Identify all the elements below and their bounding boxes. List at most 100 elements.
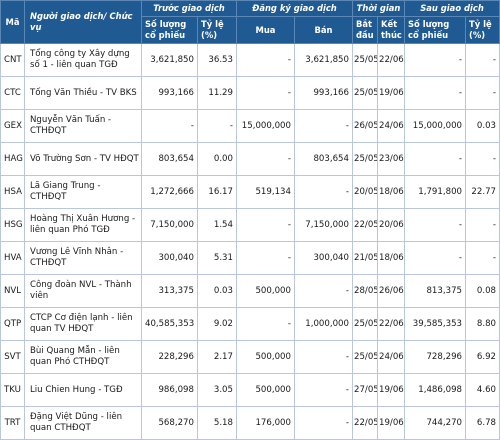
table-header: Mã Người giao dịch/ Chức vụ Trước giao d…	[0, 0, 500, 44]
header-before-qty: Số lượng cổ phiếu	[141, 16, 198, 44]
sell-qty-cell: -	[294, 175, 353, 209]
table-row: GEX Nguyễn Văn Tuấn - CTHĐQT - -15,000,000-…	[0, 109, 500, 143]
stock-code-cell: HSA	[0, 175, 25, 209]
person-cell: Hoàng Thị Xuân Hương - liên quan Phó TGĐ	[24, 208, 142, 242]
before-pct-cell: 0.03	[197, 274, 237, 308]
header-after-qty: Số lượng cổ phiếu	[404, 16, 467, 44]
before-qty-cell: 300,040	[141, 241, 198, 275]
table-row: QTP CTCP Cơ điện lạnh - liên quan TV HĐQT…	[0, 307, 500, 341]
start-date-cell: 21/05	[352, 241, 378, 275]
before-pct-cell: 16.17	[197, 175, 237, 209]
after-pct-cell: 8.80	[465, 307, 500, 341]
end-date-cell: 20/06	[376, 208, 406, 242]
person-cell: Bùi Quang Mẫn - liên quan Phó CTHĐQT	[24, 340, 142, 374]
before-pct-cell: 5.31	[197, 241, 237, 275]
table-row: SVT Bùi Quang Mẫn - liên quan Phó CTHĐQT 2…	[0, 340, 500, 374]
stock-code-cell: CTC	[0, 76, 25, 110]
sell-qty-cell: -	[294, 109, 353, 143]
before-qty-cell: 228,296	[141, 340, 198, 374]
sell-qty-cell: 300,040	[294, 241, 353, 275]
buy-qty-cell: -	[236, 241, 295, 275]
person-cell: Lã Giang Trung - CTHĐQT	[24, 175, 142, 209]
before-qty-cell: 3,621,850	[141, 43, 198, 77]
buy-qty-cell: 15,000,000	[236, 109, 295, 143]
after-pct-cell: 6.92	[465, 340, 500, 374]
end-date-cell: 18/06	[376, 241, 406, 275]
after-qty-cell: 1,791,800	[404, 175, 467, 209]
before-pct-cell: 1.54	[197, 208, 237, 242]
stock-code-cell: TKU	[0, 373, 25, 407]
header-start: Bắt đầu	[352, 16, 378, 44]
after-pct-cell: -	[465, 142, 500, 176]
buy-qty-cell: 500,000	[236, 373, 295, 407]
table-row: HAG Võ Trường Sơn - TV HĐQT 803,654 0.00-80…	[0, 142, 500, 176]
person-cell: Tống Văn Thiều - TV BKS	[24, 76, 142, 110]
before-pct-cell: 9.02	[197, 307, 237, 341]
before-pct-cell: 5.18	[197, 406, 237, 440]
before-pct-cell: 0.00	[197, 142, 237, 176]
header-sell: Bán	[294, 16, 353, 44]
after-pct-cell: -	[465, 241, 500, 275]
before-qty-cell: 993,166	[141, 76, 198, 110]
header-time-group: Thời gian	[351, 0, 406, 17]
header-before-pct: Tỷ lệ (%)	[197, 16, 237, 44]
before-qty-cell: 313,375	[141, 274, 198, 308]
end-date-cell: 19/06	[376, 373, 406, 407]
sell-qty-cell: -	[294, 373, 353, 407]
after-qty-cell: 728,296	[404, 340, 467, 374]
start-date-cell: 25/05	[352, 307, 378, 341]
before-qty-cell: 803,654	[141, 142, 198, 176]
buy-qty-cell: -	[236, 43, 295, 77]
start-date-cell: 20/05	[352, 175, 378, 209]
stock-code-cell: QTP	[0, 307, 25, 341]
sell-qty-cell: 7,150,000	[294, 208, 353, 242]
after-qty-cell: -	[404, 76, 467, 110]
before-pct-cell: 2.17	[197, 340, 237, 374]
after-pct-cell: 4.60	[465, 373, 500, 407]
person-cell: Công đoàn NVL - Thành viên	[24, 274, 142, 308]
table-row: CTC Tống Văn Thiều - TV BKS 993,166 11.29-9…	[0, 76, 500, 110]
start-date-cell: 22/05	[352, 208, 378, 242]
header-after-group: Sau giao dịch	[404, 0, 500, 17]
table-row: HSG Hoàng Thị Xuân Hương - liên quan Phó …	[0, 208, 500, 242]
person-cell: Võ Trường Sơn - TV HĐQT	[24, 142, 142, 176]
sell-qty-cell: 1,000,000	[294, 307, 353, 341]
person-cell: Đặng Việt Dũng - liên quan CTHĐQT	[24, 406, 142, 440]
table-body: CNT Tổng công ty Xây dựng số 1 - liên qua…	[0, 43, 500, 440]
end-date-cell: 18/06	[376, 175, 406, 209]
after-qty-cell: -	[404, 142, 467, 176]
before-qty-cell: 40,585,353	[141, 307, 198, 341]
after-pct-cell: -	[465, 43, 500, 77]
stock-code-cell: HVA	[0, 241, 25, 275]
before-qty-cell: 568,270	[141, 406, 198, 440]
header-after-pct: Tỷ lệ (%)	[465, 16, 500, 44]
buy-qty-cell: -	[236, 142, 295, 176]
end-date-cell: 22/06	[376, 43, 406, 77]
start-date-cell: 25/05	[352, 76, 378, 110]
stock-code-cell: SVT	[0, 340, 25, 374]
buy-qty-cell: -	[236, 307, 295, 341]
stock-code-cell: HAG	[0, 142, 25, 176]
header-end: Kết thúc	[376, 16, 406, 44]
end-date-cell: 19/06	[376, 406, 406, 440]
start-date-cell: 27/05	[352, 373, 378, 407]
before-pct-cell: 11.29	[197, 76, 237, 110]
after-pct-cell: -	[465, 208, 500, 242]
stock-code-cell: NVL	[0, 274, 25, 308]
after-qty-cell: -	[404, 43, 467, 77]
table-row: HVA Vương Lê Vĩnh Nhân - CTHĐQT 300,040 5.3…	[0, 241, 500, 275]
before-qty-cell: 986,098	[141, 373, 198, 407]
after-pct-cell: 0.08	[465, 274, 500, 308]
person-cell: Liu Chien Hung - TGĐ	[24, 373, 142, 407]
before-qty-cell: 7,150,000	[141, 208, 198, 242]
after-qty-cell: 39,585,353	[404, 307, 467, 341]
after-pct-cell: -	[465, 76, 500, 110]
start-date-cell: 25/05	[352, 142, 378, 176]
person-cell: Nguyễn Văn Tuấn - CTHĐQT	[24, 109, 142, 143]
table-row: CNT Tổng công ty Xây dựng số 1 - liên qua…	[0, 43, 500, 77]
before-pct-cell: 3.05	[197, 373, 237, 407]
table-row: TKU Liu Chien Hung - TGĐ 986,098 3.05 500,00…	[0, 373, 500, 407]
table-row: TRT Đặng Việt Dũng - liên quan CTHĐQT 568,…	[0, 406, 500, 440]
